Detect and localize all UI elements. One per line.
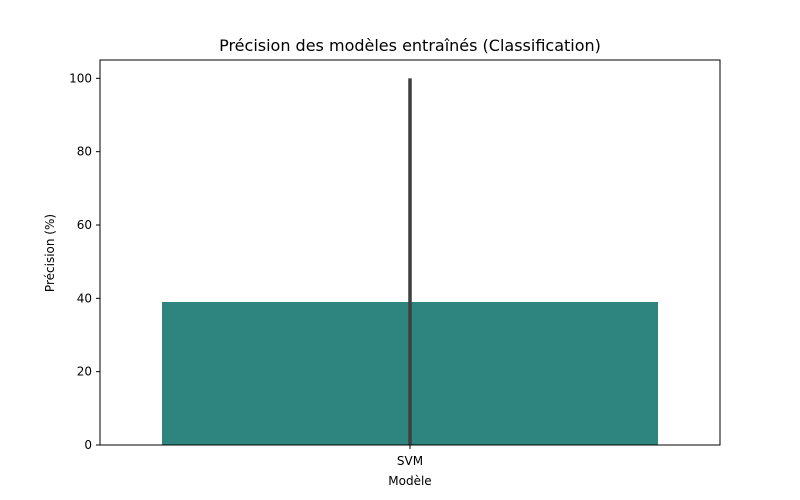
- chart-title: Précision des modèles entraînés (Classif…: [219, 36, 601, 55]
- x-axis-label: Modèle: [388, 474, 431, 488]
- x-tick-label: SVM: [397, 454, 423, 468]
- x-axis: SVM: [397, 445, 423, 468]
- y-tick-label: 80: [77, 145, 92, 159]
- plot-area: [162, 78, 658, 445]
- y-tick-label: 60: [77, 218, 92, 232]
- y-tick-label: 20: [77, 365, 92, 379]
- y-tick-label: 100: [69, 71, 92, 85]
- y-tick-label: 40: [77, 291, 92, 305]
- y-axis-label: Précision (%): [43, 214, 57, 292]
- y-axis: 0 20 40 60 80 100: [69, 71, 100, 452]
- y-tick-label: 0: [84, 438, 92, 452]
